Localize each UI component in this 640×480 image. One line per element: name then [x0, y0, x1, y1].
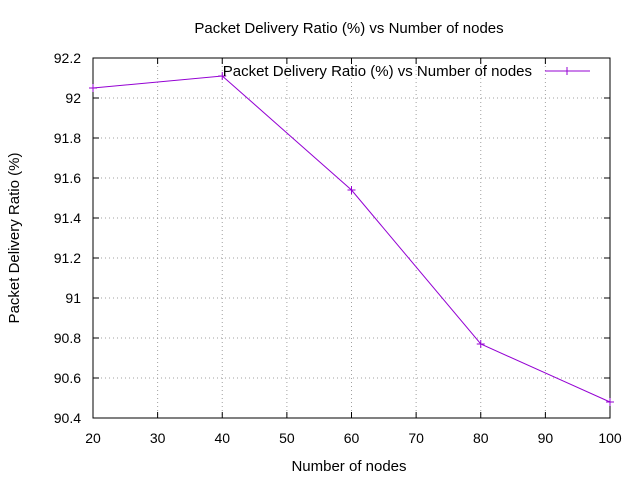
legend-label: Packet Delivery Ratio (%) vs Number of n… — [223, 63, 532, 80]
x-tick-label: 70 — [408, 430, 424, 446]
y-tick-label: 91.6 — [54, 170, 81, 186]
axis-ticks: 20 30 40 50 60 70 80 90 100 90.4 90.6 90.8 91 91.2 91.… — [54, 50, 622, 446]
data-point — [218, 72, 227, 80]
x-tick-label: 20 — [85, 430, 101, 446]
grid-lines — [93, 58, 610, 418]
data-point — [606, 398, 614, 406]
x-axis-label: Number of nodes — [291, 458, 406, 475]
y-tick-label: 91.8 — [54, 130, 81, 146]
data-point — [476, 340, 485, 348]
data-point — [347, 186, 356, 194]
y-tick-label: 90.6 — [54, 370, 81, 386]
chart-title: Packet Delivery Ratio (%) vs Number of n… — [194, 20, 503, 37]
y-tick-label: 90.8 — [54, 330, 81, 346]
series-layer — [89, 72, 614, 406]
x-tick-label: 100 — [598, 430, 622, 446]
x-tick-label: 90 — [538, 430, 554, 446]
y-tick-label: 91.2 — [54, 250, 81, 266]
y-tick-label: 92 — [65, 90, 81, 106]
legend: Packet Delivery Ratio (%) vs Number of n… — [223, 63, 590, 80]
x-tick-label: 40 — [214, 430, 230, 446]
x-tick-label: 50 — [279, 430, 295, 446]
x-tick-label: 60 — [344, 430, 360, 446]
legend-marker — [563, 67, 571, 75]
y-tick-label: 91 — [65, 290, 81, 306]
y-tick-label: 92.2 — [54, 50, 81, 66]
data-point — [89, 84, 97, 92]
y-tick-label: 91.4 — [54, 210, 81, 226]
y-tick-label: 90.4 — [54, 410, 81, 426]
y-axis-label: Packet Delivery Ratio (%) — [6, 153, 23, 324]
x-tick-label: 80 — [473, 430, 489, 446]
x-tick-label: 30 — [150, 430, 166, 446]
